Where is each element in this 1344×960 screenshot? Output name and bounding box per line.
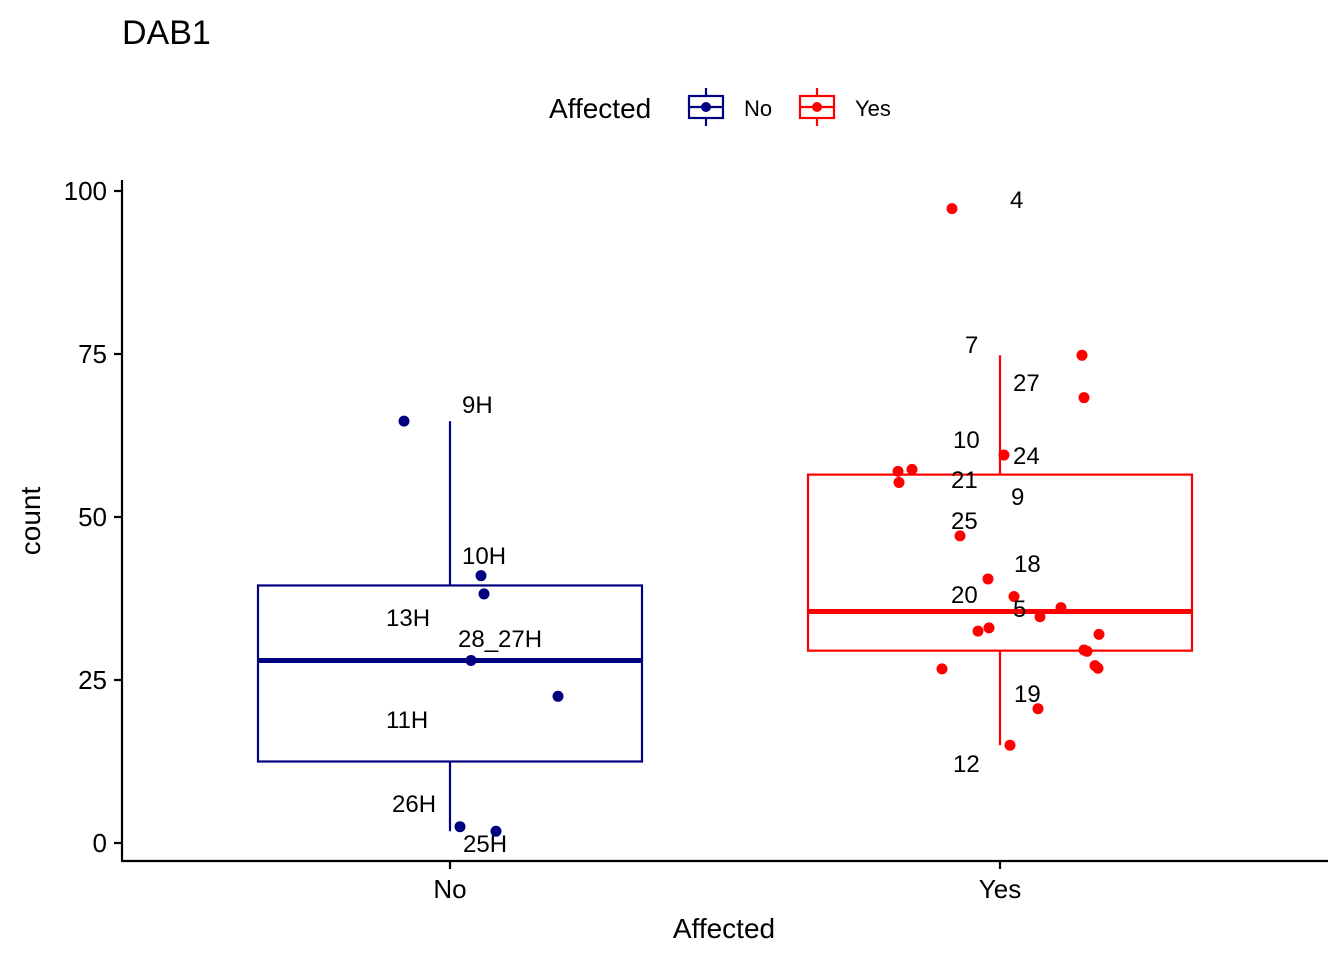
data-point xyxy=(998,449,1010,461)
point-label: 11H xyxy=(386,707,428,734)
x-tick-label: Yes xyxy=(979,874,1021,904)
data-point xyxy=(1092,662,1104,674)
data-point xyxy=(972,625,984,637)
point-label: 10 xyxy=(953,427,980,454)
y-axis-title: count xyxy=(15,487,46,556)
chart-title: DAB1 xyxy=(122,14,211,52)
data-point xyxy=(1004,739,1016,751)
data-point xyxy=(478,588,490,600)
data-point xyxy=(1081,645,1093,657)
data-point xyxy=(983,622,995,634)
data-point xyxy=(552,690,564,702)
data-point xyxy=(1078,392,1090,404)
plot-area: 9H 10H 13H 28_27H 11H 26H 25H 4 7 27 10 24 21 9 25 18 20… xyxy=(256,187,1194,858)
y-tick-label: 50 xyxy=(78,502,107,532)
point-label: 4 xyxy=(1010,187,1023,214)
point-label: 26H xyxy=(392,791,436,818)
data-point xyxy=(1034,611,1046,623)
x-axis-ticks: No Yes xyxy=(433,861,1021,904)
point-label: 19 xyxy=(1014,681,1041,708)
point-label: 9H xyxy=(462,392,493,419)
data-point xyxy=(454,821,466,833)
point-label: 10H xyxy=(462,543,506,570)
y-tick-label: 100 xyxy=(64,176,107,206)
x-axis-title: Affected xyxy=(673,913,775,944)
data-point xyxy=(946,203,958,215)
point-label: 21 xyxy=(951,467,978,494)
legend-key-no xyxy=(687,88,725,126)
box-iqr xyxy=(256,584,644,763)
data-point xyxy=(892,465,904,477)
data-point xyxy=(893,476,905,488)
point-label: 27 xyxy=(1013,370,1040,397)
data-point xyxy=(1093,628,1105,640)
box-group-yes: 4 7 27 10 24 21 9 25 18 20 5 19 12 xyxy=(806,187,1194,778)
point-label: 18 xyxy=(1014,551,1041,578)
y-axis-ticks: 0 25 50 75 100 xyxy=(64,176,122,858)
point-label: 25 xyxy=(951,508,978,535)
data-point xyxy=(906,463,918,475)
point-label: 12 xyxy=(953,751,980,778)
point-label: 5 xyxy=(1013,596,1026,623)
y-tick-label: 25 xyxy=(78,665,107,695)
data-point xyxy=(1008,591,1020,603)
legend: Affected No Yes xyxy=(549,88,891,126)
data-point xyxy=(954,530,966,542)
point-label: 28_27H xyxy=(458,626,542,653)
data-point xyxy=(475,570,487,582)
data-point xyxy=(465,654,477,666)
y-tick-label: 0 xyxy=(93,828,107,858)
point-label: 25H xyxy=(463,831,507,858)
data-point xyxy=(1055,602,1067,614)
data-point xyxy=(398,415,410,427)
data-point xyxy=(1032,703,1044,715)
data-point xyxy=(490,825,502,837)
data-point xyxy=(936,663,948,675)
point-label: 13H xyxy=(386,605,430,632)
point-label: 20 xyxy=(951,582,978,609)
legend-label-no: No xyxy=(744,96,772,121)
legend-title: Affected xyxy=(549,93,651,124)
y-tick-label: 75 xyxy=(78,339,107,369)
point-label: 24 xyxy=(1013,443,1040,470)
data-point xyxy=(982,573,994,585)
data-point xyxy=(1076,349,1088,361)
legend-label-yes: Yes xyxy=(855,96,891,121)
x-tick-label: No xyxy=(433,874,466,904)
point-label: 9 xyxy=(1011,484,1024,511)
point-label: 7 xyxy=(965,332,978,359)
box-group-no: 9H 10H 13H 28_27H 11H 26H 25H xyxy=(256,392,644,858)
legend-key-yes xyxy=(798,88,836,126)
box-iqr xyxy=(806,473,1194,652)
